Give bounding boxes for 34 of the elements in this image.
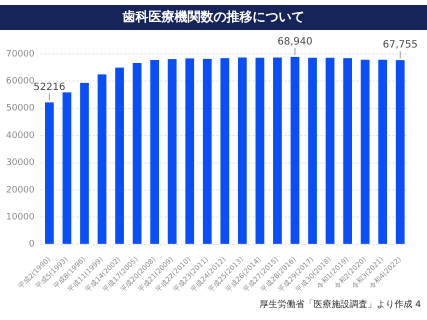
bar (326, 58, 334, 244)
data-label: 67,755 (382, 40, 418, 51)
bar (360, 60, 370, 244)
y-tick-label: 50000 (6, 104, 35, 114)
bar (256, 58, 264, 244)
y-tick-label: 70000 (6, 49, 35, 60)
data-label: 68,940 (277, 36, 312, 48)
text: 厚生労働省「医療施設調査」より作成 4 (259, 298, 421, 311)
y-tick-label: 0 (28, 240, 35, 250)
bar (343, 58, 352, 244)
bar (396, 60, 405, 244)
bar (115, 68, 124, 244)
bar (273, 58, 282, 244)
bar (308, 58, 317, 244)
data-label: 52216 (33, 82, 66, 93)
y-tick-label: 20000 (6, 185, 35, 196)
bar (45, 102, 54, 244)
y-tick-label: 60000 (6, 76, 35, 87)
bar (185, 58, 194, 244)
bar (62, 92, 72, 244)
bar (378, 60, 388, 244)
bar (290, 56, 300, 244)
bar (132, 62, 142, 244)
chart-title: 歯科医療機関数の推移について (0, 5, 427, 30)
bar (238, 58, 247, 244)
y-tick-label: 10000 (6, 212, 35, 223)
y-tick-label: 30000 (6, 158, 35, 168)
bar (150, 60, 160, 244)
bar (98, 74, 106, 244)
y-tick-label: 40000 (6, 130, 35, 141)
bar (168, 59, 177, 244)
bar (202, 58, 212, 244)
bar (80, 82, 89, 244)
bar (220, 58, 230, 244)
